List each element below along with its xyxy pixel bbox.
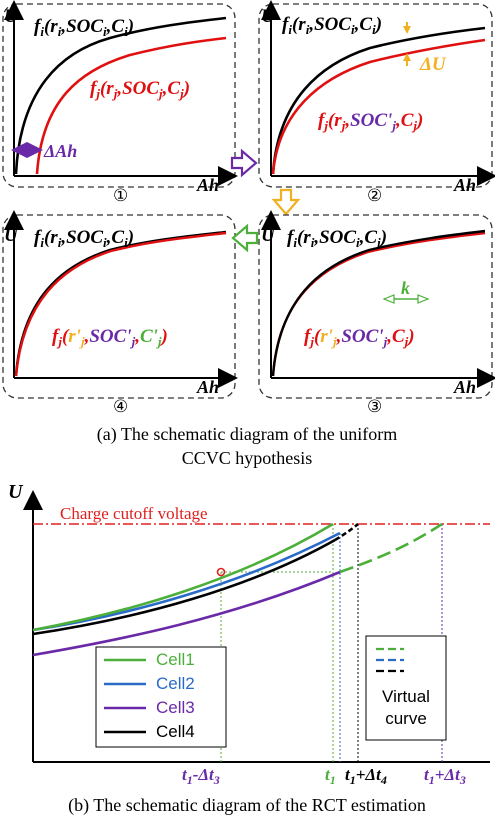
panel-1-number: ① (113, 186, 128, 205)
arrow-2-to-3-icon (271, 188, 301, 216)
panel-4-label-i: fi(ri,SOCi,Ci) (34, 227, 134, 250)
panel-1-curve-i (14, 16, 227, 175)
virtual-label-1: Virtual (382, 687, 430, 706)
panel-3-k-left-icon (382, 294, 395, 304)
panel-b: U Charge cutoff voltage Cell1Cell2Cell3C… (8, 481, 490, 787)
panel-1-frame (2, 3, 236, 188)
panel-1: U Ah fi(ri,SOCi,Ci) fj(rj,SOCj,Cj) ΔAh ① (2, 0, 238, 205)
legend-label-cell3: Cell3 (156, 698, 195, 717)
panel-1-curve-j (35, 36, 227, 175)
panel-2-y-label: U (261, 6, 276, 27)
panel-3-y-label: U (261, 225, 276, 246)
panel-2-delta-u-top-icon (403, 26, 411, 34)
legend-label-cell2: Cell2 (156, 674, 195, 693)
panel-2-frame (258, 3, 493, 188)
cell2-curve (32, 531, 341, 632)
cell1-curve (32, 522, 334, 632)
panel-4-x-label: Ah (196, 377, 219, 397)
panel-3-curve-j (271, 231, 486, 377)
legend-label-cell1: Cell1 (156, 650, 195, 669)
panel-3: U Ah fi(ri,SOCi,Ci) fj(r'j,SOC'j,Cj) k ③ (258, 210, 495, 416)
panel-2-label-i: fi(ri,SOCi,Ci) (282, 14, 382, 37)
panel-2-delta-u-bottom-icon (403, 53, 411, 61)
tick-t1: t1 (325, 765, 336, 787)
virtual-label-2: curve (385, 709, 427, 728)
panel-2-annotation: ΔU (419, 54, 447, 75)
panel-3-annotation: k (401, 278, 410, 298)
panel-3-curve-i (271, 229, 486, 377)
tick-t1-plus-dt4: t1+Δt4 (345, 765, 387, 787)
panel-2-curve-j (271, 38, 486, 175)
virtual-curve-box (365, 635, 447, 741)
panel-3-x-label: Ah (453, 377, 476, 397)
panel-1-y-label: U (4, 6, 19, 27)
cell3-virtual-curve (339, 522, 443, 574)
legend-label-cell4: Cell4 (156, 722, 195, 741)
panel-4-label-j: fj(r'j,SOC'j,C'j) (52, 326, 168, 349)
panel-4-frame (2, 214, 236, 399)
panel-4-number: ④ (113, 397, 128, 416)
cell4-virtual-curve (334, 523, 359, 542)
cutoff-label: Charge cutoff voltage (60, 504, 208, 523)
panel-2: U Ah fi(ri,SOCi,Ci) fj(rj,SOC'j,Cj) ΔU ② (258, 0, 495, 205)
panel-3-frame (258, 214, 493, 399)
panel-1-annotation: ΔAh (43, 141, 77, 161)
tick-t1-minus-dt3: t1-Δt3 (182, 765, 220, 787)
caption-a-line1: (a) The schematic diagram of the uniform (97, 424, 398, 445)
panel-3-label-j: fj(r'j,SOC'j,Cj) (304, 326, 415, 349)
panel-1-label-i: fi(ri,SOCi,Ci) (34, 16, 134, 39)
legend-box (95, 646, 227, 748)
panel-b-y-label: U (8, 481, 24, 503)
panel-2-x-label: Ah (453, 175, 476, 195)
cell4-curve (32, 538, 336, 636)
legend: Cell1 Cell2 Cell3 Cell4 (104, 650, 195, 741)
panel-1-label-j: fj(rj,SOCj,Cj) (90, 78, 190, 101)
caption-a-line2: CCVC hypothesis (182, 448, 313, 468)
panel-3-number: ③ (367, 397, 382, 416)
intersection-marker (216, 567, 226, 577)
caption-b: (b) The schematic diagram of the RCT est… (68, 795, 426, 816)
panel-2-label-j: fj(rj,SOC'j,Cj) (318, 110, 423, 133)
panel-2-curve-i (271, 26, 486, 175)
panel-2-number: ② (367, 186, 382, 205)
tick-t1-plus-dt3: t1+Δt3 (424, 765, 466, 787)
panel-3-k-right-icon (417, 294, 430, 304)
arrow-3-to-4-icon (231, 223, 259, 253)
panel-4-curve-j (14, 231, 227, 377)
panel-4: U Ah fi(ri,SOCi,Ci) fj(r'j,SOC'j,C'j) ④ (2, 210, 238, 416)
arrow-1-to-2-icon (230, 148, 258, 178)
panel-4-y-label: U (4, 225, 19, 246)
panel-3-label-i: fi(ri,SOCi,Ci) (287, 227, 387, 250)
panel-4-curve-i (14, 230, 227, 377)
cell3-curve (32, 570, 341, 657)
panel-1-x-label: Ah (196, 175, 219, 195)
